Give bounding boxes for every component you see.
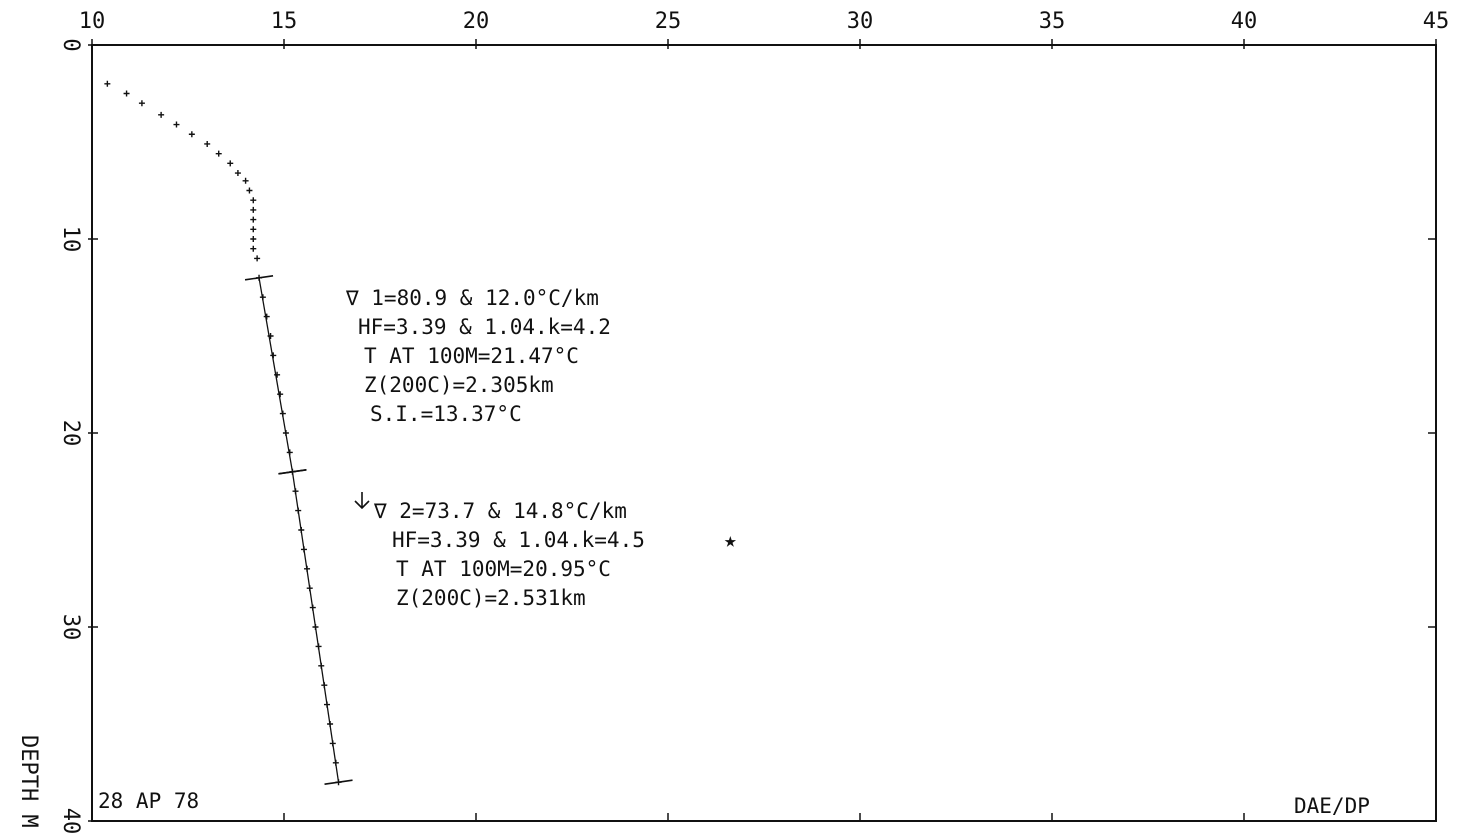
data-point <box>188 131 195 138</box>
data-point <box>242 177 249 184</box>
data-point <box>267 333 274 339</box>
annotation-line: Z(200C)=2.305km <box>364 373 554 397</box>
data-point <box>332 759 339 766</box>
x-tick-label: 20 <box>463 9 490 34</box>
data-point <box>234 170 241 177</box>
data-point <box>227 160 234 167</box>
data-point <box>250 216 257 223</box>
data-point <box>286 449 293 456</box>
y-tick-label: 10 <box>58 226 83 253</box>
data-point <box>279 410 286 417</box>
data-point <box>204 140 211 147</box>
data-point <box>321 682 328 689</box>
x-tick-label: 10 <box>79 9 106 34</box>
data-point <box>246 187 253 194</box>
x-tick-label: 35 <box>1039 9 1066 34</box>
y-tick-label: 20 <box>58 420 83 447</box>
y-tick-label: 30 <box>58 614 83 641</box>
y-tick-label: 0 <box>58 38 83 51</box>
data-point <box>312 624 319 630</box>
data-point <box>327 721 334 727</box>
data-point <box>158 111 165 118</box>
x-tick-label: 30 <box>847 9 874 34</box>
data-point <box>215 150 222 157</box>
y-axis-title: DEPTH M <box>16 735 41 828</box>
data-point <box>292 488 299 495</box>
data-point <box>250 197 257 204</box>
data-point <box>259 294 266 301</box>
data-point <box>315 643 322 650</box>
data-point <box>104 80 111 87</box>
data-point <box>289 468 296 475</box>
data-point <box>270 352 277 359</box>
annotation-line: T AT 100M=20.95°C <box>396 557 611 581</box>
annotation-line: Z(200C)=2.531km <box>396 586 586 610</box>
x-tick-label: 15 <box>271 9 298 34</box>
data-point <box>304 565 311 572</box>
data-point <box>250 245 257 252</box>
data-point <box>282 430 289 436</box>
data-point <box>309 604 316 611</box>
annotation-block-2: ∇ 2=73.7 & 14.8°C/km HF=3.39 & 1.04.k=4.… <box>354 492 737 610</box>
data-points <box>104 80 342 786</box>
data-point <box>300 546 307 553</box>
annotation-line: ∇ 1=80.9 & 12.0°C/km <box>345 286 599 310</box>
date-label: 28 AP 78 <box>98 789 199 813</box>
data-point <box>274 371 281 378</box>
data-point <box>277 391 284 398</box>
data-point <box>298 527 305 533</box>
data-point <box>250 206 257 213</box>
star-icon: ★ <box>724 528 737 552</box>
data-point <box>250 226 257 233</box>
data-point <box>329 740 336 747</box>
annotation-line: S.I.=13.37°C <box>370 402 522 426</box>
x-tick-label: 40 <box>1231 9 1258 34</box>
data-point <box>318 662 325 669</box>
data-point <box>138 100 145 107</box>
annotation-line: HF=3.39 & 1.04.k=4.5 <box>392 528 645 552</box>
data-point <box>335 779 342 786</box>
data-point <box>324 701 331 708</box>
down-arrow-icon <box>354 492 370 510</box>
annotation-block-1: ∇ 1=80.9 & 12.0°C/km HF=3.39 & 1.04.k=4.… <box>345 286 611 426</box>
plot-frame <box>91 44 1437 822</box>
data-point <box>254 255 261 262</box>
data-point <box>123 90 130 97</box>
annotation-line: ∇ 2=73.7 & 14.8°C/km <box>373 499 627 523</box>
data-point <box>250 236 257 242</box>
data-point <box>173 121 180 128</box>
x-tick-label: 45 <box>1423 9 1450 34</box>
y-axis-ticks: 0 10 20 30 40 <box>58 38 1436 834</box>
annotation-line: T AT 100M=21.47°C <box>364 344 579 368</box>
data-point <box>295 507 302 514</box>
y-tick-label: 40 <box>58 808 83 835</box>
data-point <box>306 585 313 592</box>
x-tick-label: 25 <box>655 9 682 34</box>
x-axis-ticks: 10 15 20 25 30 35 40 45 <box>79 9 1450 821</box>
data-point <box>256 274 263 281</box>
corner-label: DAE/DP <box>1294 794 1370 818</box>
annotation-line: HF=3.39 & 1.04.k=4.2 <box>358 315 611 339</box>
data-point <box>263 313 270 320</box>
